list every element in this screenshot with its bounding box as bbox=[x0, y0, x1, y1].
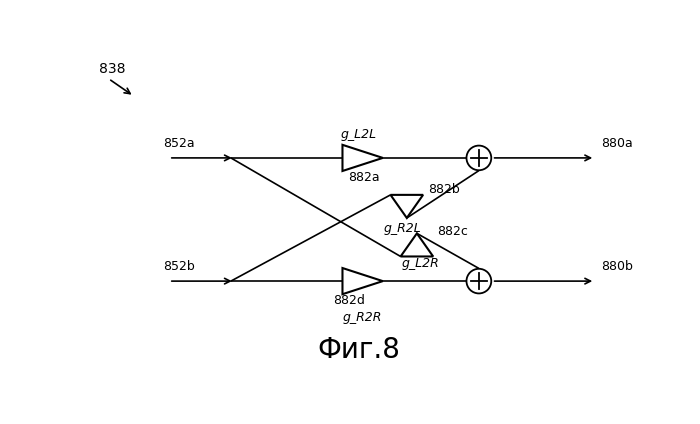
Text: 882d: 882d bbox=[332, 294, 365, 307]
Text: g_L2L: g_L2L bbox=[341, 128, 377, 141]
Text: 880b: 880b bbox=[601, 260, 634, 273]
Text: 838: 838 bbox=[99, 62, 125, 76]
Text: 852b: 852b bbox=[162, 260, 195, 273]
Text: g_R2R: g_R2R bbox=[343, 311, 382, 324]
Text: 852a: 852a bbox=[162, 137, 195, 150]
Text: g_R2L: g_R2L bbox=[384, 222, 422, 235]
Text: 882a: 882a bbox=[349, 171, 380, 184]
Text: 882b: 882b bbox=[428, 183, 459, 196]
Text: 880a: 880a bbox=[601, 137, 633, 150]
Text: Фиг.8: Фиг.8 bbox=[317, 335, 400, 363]
Text: g_L2R: g_L2R bbox=[401, 257, 439, 270]
Text: 882c: 882c bbox=[437, 225, 468, 238]
